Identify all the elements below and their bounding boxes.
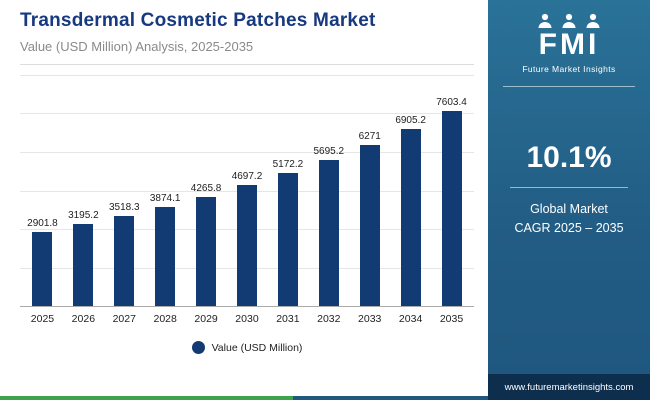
bar-value-label: 2901.8 xyxy=(27,217,58,229)
fmi-logo: FMI Future Market Insights xyxy=(522,13,615,74)
bar-column: 3518.3 xyxy=(104,75,145,306)
bar-column: 5695.2 xyxy=(308,75,349,306)
bar-column: 5172.2 xyxy=(267,75,308,306)
bar xyxy=(441,110,462,306)
bar-column: 3195.2 xyxy=(63,75,104,306)
bar-value-label: 6905.2 xyxy=(395,114,426,126)
bar-value-label: 3518.3 xyxy=(108,201,140,213)
logo-text: FMI xyxy=(538,28,600,61)
bar xyxy=(73,224,94,306)
x-axis-label: 2027 xyxy=(112,313,136,325)
gridline xyxy=(20,151,474,153)
bar-value-label: 3874.1 xyxy=(149,192,181,204)
sidebar-separator-top xyxy=(503,86,635,87)
page-title: Transdermal Cosmetic Patches Market xyxy=(20,10,376,31)
cagr-value: 10.1% xyxy=(526,141,612,174)
page-subtitle: Value (USD Million) Analysis, 2025-2035 xyxy=(20,39,254,54)
strip-blue-segment xyxy=(292,396,488,400)
bar-value-label: 5172.2 xyxy=(272,159,304,171)
strip-green-segment xyxy=(0,396,293,400)
sidebar-separator-mid xyxy=(510,187,628,188)
bar xyxy=(114,215,135,306)
bar-column: 2901.8 xyxy=(22,75,63,306)
cagr-label-line2: CAGR 2025 – 2035 xyxy=(514,220,624,235)
website-bar: www.futuremarketinsights.com xyxy=(488,374,650,400)
x-axis-label: 2029 xyxy=(194,313,218,325)
bar xyxy=(32,231,53,306)
cagr-label: Global Market CAGR 2025 – 2035 xyxy=(514,200,623,238)
x-axis-label: 2026 xyxy=(71,313,96,325)
bar xyxy=(318,159,339,306)
x-axis-label: 2035 xyxy=(439,313,464,325)
bar xyxy=(196,196,217,306)
website-url: www.futuremarketinsights.com xyxy=(504,381,634,393)
legend-label: Value (USD Million) xyxy=(211,341,303,354)
bar-column: 4265.8 xyxy=(186,75,227,306)
bar xyxy=(236,185,257,306)
bar-column: 3874.1 xyxy=(145,75,186,306)
x-axis-labels: 2025 2026 2027 2028 2029 2030 2031 2032 2033 2034… xyxy=(22,313,472,325)
gridline xyxy=(20,113,474,115)
bar-column: 7603.4 xyxy=(431,75,472,306)
brand-sidebar: FMI Future Market Insights 10.1% Global … xyxy=(488,0,650,400)
x-axis-label: 2028 xyxy=(153,313,177,325)
bar-column: 4697.2 xyxy=(227,75,268,306)
bars-container: 2901.8 3195.2 3518.3 3874.1 4265.8 4697.2 5172… xyxy=(22,75,472,306)
legend: Value (USD Million) xyxy=(20,341,474,354)
bar-value-label: 5695.2 xyxy=(313,145,345,157)
bar xyxy=(277,173,298,306)
bottom-accent-strip xyxy=(0,396,488,400)
bar-value-label: 4265.8 xyxy=(190,182,222,194)
bar-value-label: 4697.2 xyxy=(231,171,263,183)
bar-chart: 2901.8 3195.2 3518.3 3874.1 4265.8 4697.2 5172… xyxy=(20,75,474,354)
logo-subtext: Future Market Insights xyxy=(522,64,616,74)
cagr-label-line1: Global Market xyxy=(530,202,608,216)
x-axis-label: 2032 xyxy=(317,313,341,325)
header-divider xyxy=(20,64,474,65)
bar-value-label: 3195.2 xyxy=(68,210,99,221)
x-axis-label: 2034 xyxy=(398,313,423,325)
legend-marker-icon xyxy=(191,341,205,354)
bar-value-label: 7603.4 xyxy=(436,96,467,108)
x-axis-label: 2031 xyxy=(276,313,300,325)
bar-value-label: 6271 xyxy=(358,131,381,143)
bar-column: 6905.2 xyxy=(390,75,431,306)
x-axis-label: 2030 xyxy=(235,313,259,325)
chart-panel: Transdermal Cosmetic Patches Market Valu… xyxy=(0,10,488,400)
gridline xyxy=(20,75,474,76)
bar xyxy=(359,145,380,306)
bar xyxy=(400,128,421,306)
people-icons xyxy=(538,13,600,28)
plot-area: 2901.8 3195.2 3518.3 3874.1 4265.8 4697.2 5172… xyxy=(20,75,474,307)
bar xyxy=(155,206,176,306)
bar-column: 6271 xyxy=(349,75,390,306)
x-axis-label: 2033 xyxy=(358,313,382,325)
x-axis-label: 2025 xyxy=(30,313,55,325)
